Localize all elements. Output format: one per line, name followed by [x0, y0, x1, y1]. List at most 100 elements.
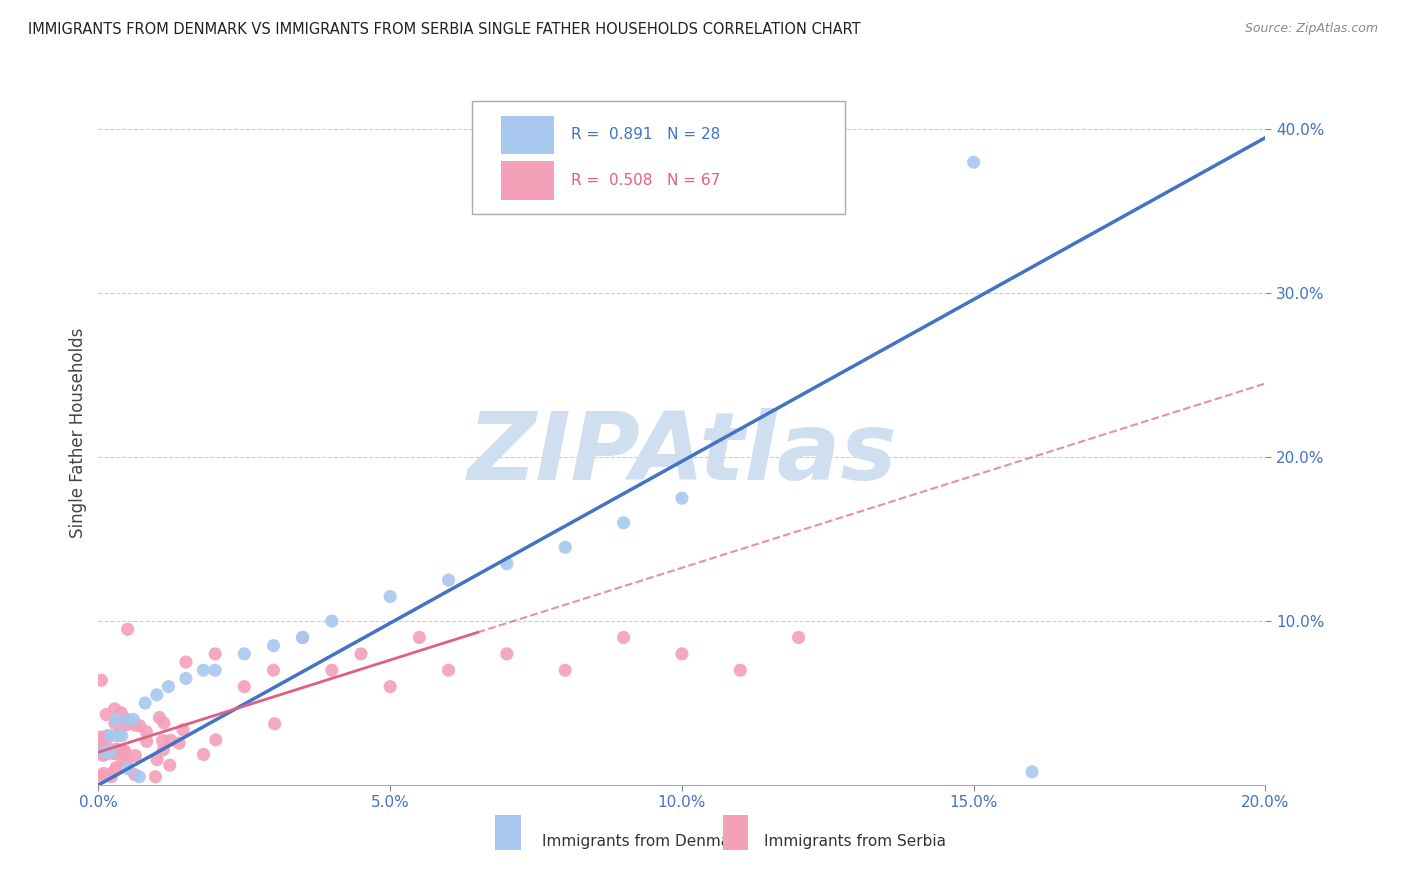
Point: [104, 761, 127, 775]
Point: [152, 743, 174, 757]
Point: [108, 745, 131, 759]
Point: [124, 718, 146, 732]
Point: [157, 680, 180, 694]
FancyBboxPatch shape: [501, 116, 554, 154]
Point: [671, 647, 693, 661]
Point: [291, 631, 314, 645]
Point: [204, 647, 226, 661]
Point: [148, 710, 170, 724]
Point: [103, 747, 125, 761]
Text: R =  0.891   N = 28: R = 0.891 N = 28: [571, 128, 720, 143]
Point: [124, 748, 146, 763]
Point: [174, 655, 197, 669]
Point: [98, 729, 121, 743]
Text: IMMIGRANTS FROM DENMARK VS IMMIGRANTS FROM SERBIA SINGLE FATHER HOUSEHOLDS CORRE: IMMIGRANTS FROM DENMARK VS IMMIGRANTS FR…: [28, 22, 860, 37]
Point: [90, 730, 112, 744]
Point: [262, 639, 284, 653]
Point: [380, 590, 402, 604]
Point: [117, 713, 139, 727]
Point: [112, 713, 135, 727]
Point: [174, 672, 197, 686]
Point: [233, 647, 256, 661]
FancyBboxPatch shape: [723, 815, 748, 850]
Point: [204, 663, 226, 677]
Text: Immigrants from Denmark: Immigrants from Denmark: [541, 834, 745, 849]
Text: ZIPAtlas: ZIPAtlas: [467, 408, 897, 500]
Point: [104, 716, 127, 731]
FancyBboxPatch shape: [495, 815, 520, 850]
Point: [112, 745, 135, 759]
Point: [111, 729, 134, 743]
Point: [90, 740, 112, 755]
Point: [193, 747, 215, 762]
Point: [262, 663, 284, 677]
Y-axis label: Single Father Households: Single Father Households: [69, 327, 87, 538]
Point: [321, 663, 343, 677]
Point: [193, 663, 215, 677]
Point: [101, 766, 124, 780]
Point: [128, 719, 150, 733]
Point: [204, 732, 226, 747]
Point: [111, 753, 134, 767]
Point: [145, 770, 167, 784]
Point: [135, 734, 157, 748]
Point: [437, 663, 460, 677]
Point: [437, 573, 460, 587]
Point: [104, 764, 127, 778]
Point: [104, 729, 127, 743]
Point: [110, 706, 132, 720]
Text: R =  0.508   N = 67: R = 0.508 N = 67: [571, 173, 720, 188]
Point: [107, 727, 129, 741]
Point: [114, 744, 136, 758]
Point: [612, 516, 634, 530]
Point: [146, 688, 169, 702]
Point: [496, 647, 519, 661]
Point: [787, 631, 810, 645]
Point: [94, 743, 117, 757]
Point: [291, 631, 314, 645]
Point: [263, 716, 285, 731]
Point: [172, 723, 194, 737]
Point: [122, 713, 145, 727]
Text: Immigrants from Serbia: Immigrants from Serbia: [763, 834, 946, 849]
Point: [98, 745, 121, 759]
Point: [554, 541, 576, 555]
Point: [1021, 764, 1043, 779]
Point: [105, 742, 128, 756]
Point: [94, 707, 117, 722]
Point: [671, 491, 693, 505]
Point: [90, 769, 112, 783]
Point: [408, 631, 430, 645]
Point: [93, 766, 115, 780]
FancyBboxPatch shape: [472, 102, 845, 214]
Point: [146, 753, 169, 767]
Point: [96, 729, 118, 743]
Point: [153, 716, 176, 731]
Point: [128, 770, 150, 784]
Point: [124, 767, 146, 781]
Point: [233, 680, 256, 694]
Point: [134, 696, 156, 710]
FancyBboxPatch shape: [501, 161, 554, 200]
Point: [730, 663, 752, 677]
Text: Source: ZipAtlas.com: Source: ZipAtlas.com: [1244, 22, 1378, 36]
Point: [380, 680, 402, 694]
Point: [962, 155, 984, 169]
Point: [93, 745, 115, 759]
Point: [115, 755, 138, 769]
Point: [103, 747, 125, 761]
Point: [159, 758, 181, 772]
Point: [91, 748, 114, 763]
Point: [90, 732, 112, 747]
Point: [167, 736, 190, 750]
Point: [496, 557, 519, 571]
Point: [159, 733, 181, 747]
Point: [104, 713, 127, 727]
Point: [103, 702, 125, 716]
Point: [135, 724, 157, 739]
Point: [115, 718, 138, 732]
Point: [100, 770, 122, 784]
Point: [96, 739, 118, 754]
Point: [612, 631, 634, 645]
Point: [94, 747, 117, 762]
